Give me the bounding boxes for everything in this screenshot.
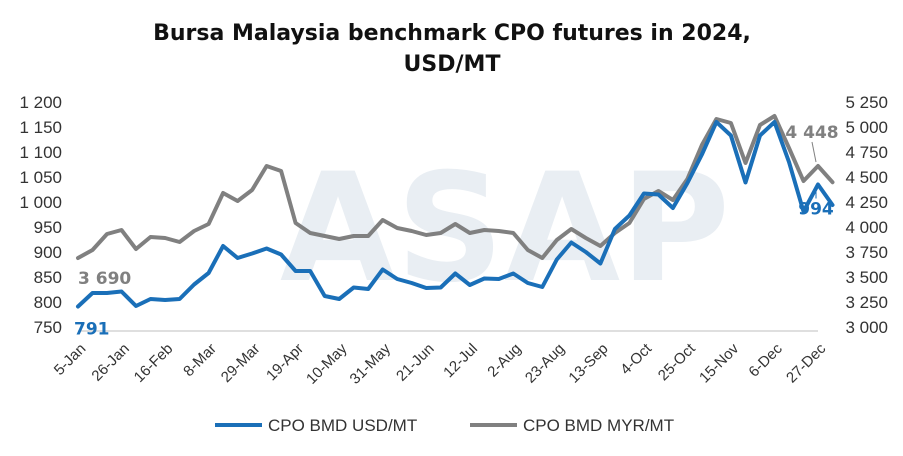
left-tick-label: 1 200	[19, 93, 62, 112]
chart-title-line1: Bursa Malaysia benchmark CPO futures in …	[153, 21, 751, 46]
right-tick-label: 3 500	[845, 268, 888, 287]
legend: CPO BMD USD/MT CPO BMD MYR/MT	[215, 416, 674, 435]
left-tick-label: 900	[34, 243, 62, 262]
right-axis: 3 000 3 250 3 500 3 750 4 000 4 250 4 500 4 750…	[845, 93, 888, 337]
series-layer	[76, 114, 835, 309]
left-tick-label: 1 050	[19, 168, 62, 187]
x-tick-label: 26-Jan	[88, 340, 132, 384]
right-tick-label: 4 500	[845, 168, 888, 187]
right-tick-label: 3 750	[845, 243, 888, 262]
left-tick-label: 800	[34, 293, 62, 312]
x-tick-label: 10-May	[303, 340, 351, 388]
left-tick-label: 1 000	[19, 193, 62, 212]
x-tick-label: 23-Aug	[522, 340, 568, 386]
right-tick-label: 5 000	[845, 118, 888, 137]
left-tick-label: 1 100	[19, 143, 62, 162]
annotation-myr-last: 4 448	[785, 123, 838, 143]
series-line-myr	[76, 114, 835, 260]
watermark-text: ASAP	[280, 142, 730, 316]
chart-title-line2: USD/MT	[404, 52, 501, 77]
x-tick-label: 31-May	[347, 340, 395, 388]
right-tick-label: 4 750	[845, 143, 888, 162]
legend-label-myr: CPO BMD MYR/MT	[523, 416, 674, 435]
left-tick-label: 850	[34, 268, 62, 287]
x-tick-label: 13-Sep	[565, 340, 611, 386]
annotation-usd-first: 791	[74, 320, 110, 340]
right-tick-label: 4 000	[845, 218, 888, 237]
right-tick-label: 4 250	[845, 193, 888, 212]
left-tick-label: 750	[34, 318, 62, 337]
x-tick-label: 4-Oct	[617, 340, 656, 379]
x-tick-label: 16-Feb	[131, 340, 177, 386]
x-tick-label: 15-Nov	[696, 340, 743, 387]
x-tick-label: 29-Mar	[218, 340, 264, 386]
x-tick-label: 6-Dec	[745, 340, 786, 381]
x-tick-label: 27-Dec	[783, 340, 830, 387]
series-line-usd	[76, 120, 835, 309]
right-tick-label: 5 250	[845, 93, 888, 112]
left-tick-label: 950	[34, 218, 62, 237]
x-tick-label: 8-Mar	[180, 340, 220, 380]
x-tick-label: 5-Jan	[51, 340, 90, 379]
x-tick-label: 12-Jul	[440, 340, 481, 381]
x-tick-label: 21-Jun	[393, 340, 437, 384]
annotations: 3 690 791 4 448 994	[74, 123, 839, 340]
right-tick-label: 3 250	[845, 293, 888, 312]
left-axis: 750 800 850 900 950 1 000 1 050 1 100 1 150 1 200	[19, 93, 62, 337]
annotation-usd-last: 994	[798, 200, 834, 220]
right-tick-label: 3 000	[845, 318, 888, 337]
x-tick-label: 25-Oct	[655, 340, 699, 384]
legend-label-usd: CPO BMD USD/MT	[268, 416, 417, 435]
x-tick-label: 2-Aug	[484, 340, 524, 380]
annotation-myr-first: 3 690	[78, 269, 131, 289]
left-tick-label: 1 150	[19, 118, 62, 137]
x-tick-label: 19-Apr	[263, 340, 307, 384]
annotation-leader-myr	[811, 141, 817, 163]
